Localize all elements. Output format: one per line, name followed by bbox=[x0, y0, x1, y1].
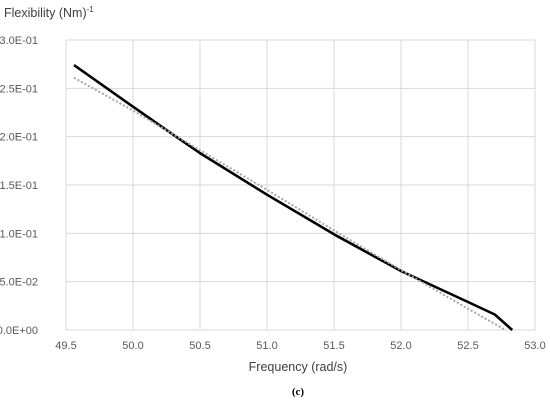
y-tick-label-0: 0.0E+00 bbox=[0, 325, 38, 337]
y-axis-label: Flexibility (Nm)-1 bbox=[4, 5, 94, 20]
x-tick-label-2: 50.5 bbox=[189, 340, 210, 352]
x-tick-label-3: 51.0 bbox=[256, 340, 277, 352]
x-tick-label-1: 50.0 bbox=[122, 340, 143, 352]
y-tick-label-5: 2.5E-01 bbox=[0, 83, 38, 95]
x-tick-label-6: 52.5 bbox=[457, 340, 478, 352]
series-lines bbox=[73, 64, 514, 331]
y-axis-label-superscript: -1 bbox=[87, 5, 95, 14]
y-tick-label-2: 1.0E-01 bbox=[0, 228, 38, 240]
x-tick-label-4: 51.5 bbox=[323, 340, 344, 352]
x-tick-label-7: 53.0 bbox=[524, 340, 545, 352]
x-axis-label: Frequency (rad/s) bbox=[249, 360, 348, 374]
x-tick-label-5: 52.0 bbox=[390, 340, 411, 352]
grid-lines bbox=[65, 39, 536, 331]
y-tick-labels: 0.0E+00 5.0E-02 1.0E-01 1.5E-01 2.0E-01 2.5E-… bbox=[0, 35, 38, 337]
y-tick-label-1: 5.0E-02 bbox=[0, 277, 38, 289]
figure-caption: (c) bbox=[292, 386, 305, 398]
series-line-dotted bbox=[73, 76, 506, 331]
y-tick-label-3: 1.5E-01 bbox=[0, 180, 38, 192]
x-tick-label-0: 49.5 bbox=[55, 340, 76, 352]
series-line-solid bbox=[73, 64, 514, 331]
y-tick-label-6: 3.0E-01 bbox=[0, 35, 38, 47]
y-tick-label-4: 2.0E-01 bbox=[0, 132, 38, 144]
x-tick-labels: 49.5 50.0 50.5 51.0 51.5 52.0 52.5 53.0 bbox=[55, 340, 545, 352]
y-axis-label-text: Flexibility (Nm) bbox=[4, 6, 87, 20]
